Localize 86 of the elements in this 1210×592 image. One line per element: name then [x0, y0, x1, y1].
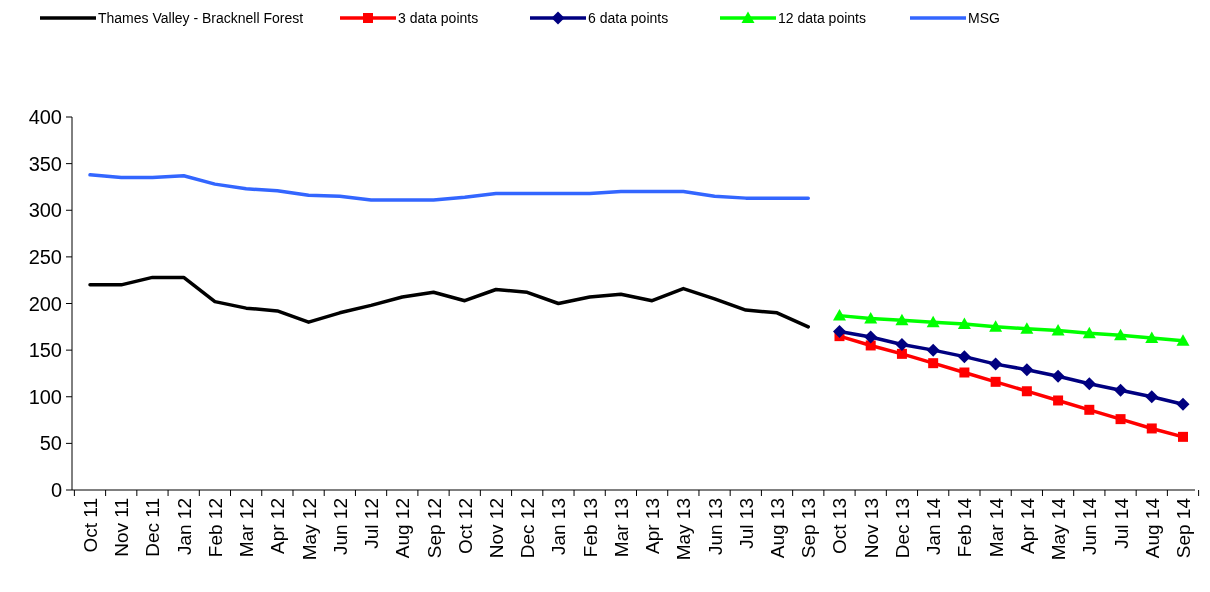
- x-tick-label: Oct 12: [454, 498, 476, 554]
- x-tick-label: Apr 12: [267, 498, 289, 554]
- point: [959, 367, 970, 378]
- point: [895, 313, 909, 326]
- legend-label: 6 data points: [588, 10, 669, 26]
- y-tick-label: 100: [28, 385, 62, 408]
- point: [1051, 324, 1065, 336]
- x-tick-label: Jun 14: [1079, 497, 1101, 556]
- x-tick-label: Jul 12: [361, 498, 383, 549]
- y-tick-label: 150: [28, 339, 62, 362]
- x-tick-label: Mar 13: [610, 498, 632, 558]
- point: [989, 357, 1003, 371]
- x-tick-label: Nov 11: [111, 498, 133, 557]
- point: [1082, 326, 1096, 339]
- line-series: [88, 275, 811, 329]
- x-tick-label: Jan 14: [923, 497, 945, 556]
- point: [1114, 383, 1128, 397]
- point: [1176, 334, 1190, 346]
- x-tick-label: Dec 13: [891, 498, 913, 559]
- x-tick-label: Jan 13: [548, 498, 570, 556]
- x-tick-label: Feb 14: [954, 497, 976, 558]
- x-tick-label: May 12: [298, 498, 320, 561]
- point: [1020, 363, 1034, 377]
- y-tick-label: 0: [50, 479, 62, 501]
- x-tick-label: Jun 12: [329, 498, 351, 556]
- x-tick-label: Jun 13: [704, 498, 726, 556]
- x-tick-label: Apr 14: [1016, 497, 1038, 554]
- x-tick-label: Oct 11: [80, 498, 101, 553]
- y-tick-label: 200: [28, 292, 62, 315]
- point: [1115, 414, 1126, 425]
- x-tick-label: Feb 13: [579, 498, 601, 558]
- x-tick-label: Mar 14: [985, 497, 1007, 558]
- point: [895, 338, 909, 352]
- point: [1082, 377, 1096, 391]
- point: [864, 311, 878, 324]
- x-tick-label: Nov 12: [485, 498, 507, 559]
- x-tick-label: Apr 13: [642, 498, 664, 554]
- point: [1114, 328, 1128, 341]
- x-tick-label: Jul 14: [1110, 497, 1132, 549]
- point: [832, 309, 846, 321]
- x-tick-label: Nov 13: [860, 498, 882, 559]
- point: [1178, 431, 1188, 442]
- x-tick-label: Dec 12: [517, 498, 539, 559]
- point: [1021, 386, 1032, 397]
- legend-label: 3 data points: [398, 10, 479, 26]
- point: [1051, 369, 1065, 383]
- line-series: [88, 173, 811, 202]
- y-tick-label: 350: [28, 152, 62, 175]
- x-tick-label: Jul 13: [735, 498, 757, 549]
- point: [926, 315, 940, 328]
- point: [926, 343, 940, 357]
- point: [1020, 322, 1034, 334]
- x-tick-label: Sep 13: [798, 498, 820, 559]
- point: [989, 320, 1003, 332]
- x-tick-label: Aug 14: [1141, 497, 1163, 559]
- point: [864, 330, 878, 344]
- x-tick-label: May 14: [1048, 497, 1070, 561]
- x-tick-label: Aug 13: [767, 498, 789, 559]
- point: [928, 358, 939, 369]
- y-tick-label: 250: [28, 245, 62, 268]
- point: [1084, 404, 1095, 415]
- x-tick-label: Aug 12: [392, 498, 414, 559]
- x-tick-label: Mar 12: [236, 498, 258, 558]
- legend-label: 12 data points: [778, 10, 866, 26]
- x-tick-label: Jan 12: [173, 498, 195, 556]
- point: [896, 348, 907, 359]
- point: [832, 324, 846, 338]
- point: [957, 317, 971, 330]
- point: [1053, 395, 1064, 406]
- x-tick-label: Dec 11: [142, 498, 164, 557]
- legend-label: MSG: [968, 10, 1000, 26]
- x-tick-label: Sep 14: [1173, 497, 1194, 559]
- y-tick-label: 300: [28, 199, 62, 222]
- x-tick-label: Sep 12: [423, 498, 445, 559]
- x-tick-label: May 13: [673, 498, 695, 561]
- point: [1145, 390, 1159, 404]
- point: [1146, 423, 1157, 434]
- point: [957, 350, 971, 364]
- point: [1145, 331, 1159, 343]
- legend-label: Thames Valley - Bracknell Forest: [98, 10, 304, 26]
- point: [1176, 397, 1190, 411]
- x-tick-label: Feb 12: [204, 498, 226, 558]
- y-tick-label: 50: [39, 432, 62, 455]
- x-tick-label: Oct 13: [829, 498, 851, 554]
- y-tick-label: 400: [28, 106, 62, 128]
- point: [990, 376, 1001, 387]
